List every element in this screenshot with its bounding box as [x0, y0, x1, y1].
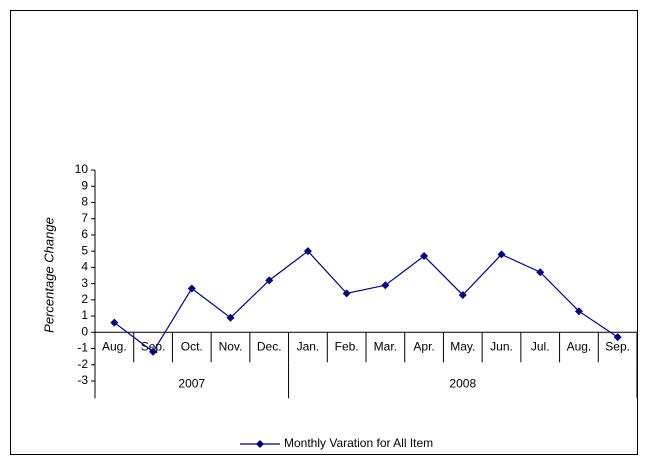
y-tick-label: 2 [81, 292, 88, 306]
x-tick-label: Sep. [141, 339, 166, 353]
x-tick-label: Nov. [219, 339, 243, 353]
data-point [342, 289, 351, 298]
y-tick-label: 8 [81, 195, 88, 209]
data-point [613, 333, 622, 342]
data-point [497, 250, 506, 259]
x-tick-label: Mar. [374, 339, 397, 353]
x-tick-label: Apr. [413, 339, 434, 353]
y-tick-label: 10 [75, 162, 89, 176]
y-tick-label: -3 [77, 373, 88, 387]
x-tick-label: Jul. [531, 339, 550, 353]
x-tick-label: Jan. [297, 339, 320, 353]
data-point [226, 313, 235, 322]
data-point [420, 252, 429, 261]
data-point [187, 284, 196, 293]
y-tick-label: 3 [81, 276, 88, 290]
data-point [574, 307, 583, 316]
data-point [149, 347, 158, 356]
data-point [536, 268, 545, 277]
x-tick-label: Jun. [490, 339, 513, 353]
y-tick-label: 6 [81, 227, 88, 241]
data-point [381, 281, 390, 290]
x-tick-label: May. [450, 339, 475, 353]
group-label: 2007 [178, 376, 205, 390]
data-point [265, 276, 274, 285]
y-tick-label: 4 [81, 260, 88, 274]
y-tick-label: 0 [81, 324, 88, 338]
data-point [110, 318, 119, 327]
y-axis-label: Percentage Change [41, 217, 56, 333]
y-tick-label: -2 [77, 357, 88, 371]
y-tick-label: 5 [81, 243, 88, 257]
y-tick-label: -1 [77, 341, 88, 355]
x-tick-label: Feb. [335, 339, 359, 353]
group-label: 2008 [449, 376, 476, 390]
x-tick-label: Aug. [102, 339, 127, 353]
y-tick-label: 1 [81, 308, 88, 322]
data-point [458, 290, 467, 299]
x-tick-label: Oct. [181, 339, 203, 353]
legend-marker [256, 440, 264, 448]
x-tick-label: Dec. [257, 339, 282, 353]
y-tick-label: 7 [81, 211, 88, 225]
data-point [303, 247, 312, 256]
y-tick-label: 9 [81, 178, 88, 192]
legend-label: Monthly Varation for All Item [284, 436, 433, 450]
chart-border [10, 10, 638, 455]
x-tick-label: Aug. [567, 339, 592, 353]
x-tick-label: Sep. [605, 339, 630, 353]
series-line [113, 250, 618, 353]
